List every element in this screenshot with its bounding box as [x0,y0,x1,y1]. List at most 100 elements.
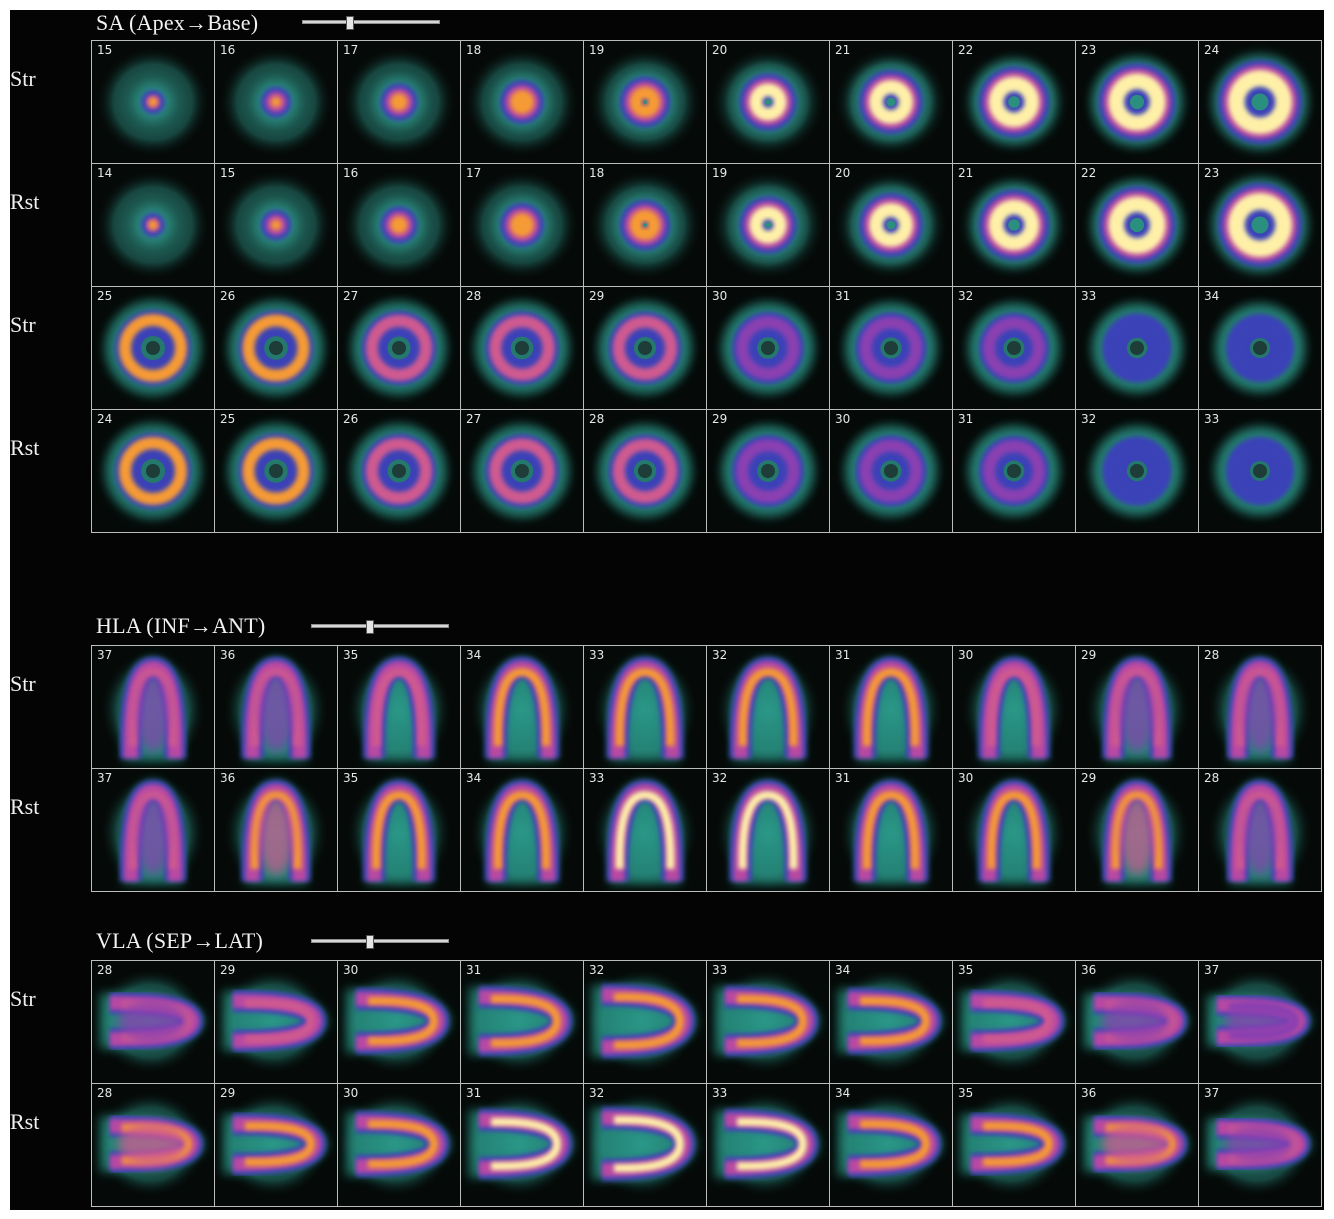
perfusion-image [97,48,209,156]
slice-slider[interactable] [311,935,449,949]
slice-image[interactable]: 32 [707,646,830,769]
slice-image[interactable]: 15 [92,41,215,164]
slice-image[interactable]: 34 [830,1084,953,1207]
slice-image[interactable]: 26 [215,287,338,410]
slice-image[interactable]: 30 [338,1084,461,1207]
slice-image[interactable]: 32 [707,769,830,892]
slice-image[interactable]: 21 [953,164,1076,287]
slice-image[interactable]: 35 [338,769,461,892]
slider-track[interactable] [302,20,440,24]
slice-image[interactable]: 20 [707,41,830,164]
slice-image[interactable]: 21 [830,41,953,164]
slice-image[interactable]: 36 [215,646,338,769]
slider-track[interactable] [311,939,449,943]
slice-image[interactable]: 34 [1199,287,1322,410]
slice-image[interactable]: 31 [461,961,584,1084]
slice-number: 34 [466,648,482,662]
slice-image[interactable]: 35 [953,1084,1076,1207]
slice-image[interactable]: 29 [584,287,707,410]
perfusion-image [716,775,820,891]
slice-image[interactable]: 30 [707,287,830,410]
slider-track[interactable] [311,624,449,628]
slice-image[interactable]: 30 [830,410,953,533]
slice-image[interactable]: 25 [215,410,338,533]
slice-image[interactable]: 20 [830,164,953,287]
slice-slider[interactable] [302,16,440,30]
slice-image[interactable]: 18 [461,41,584,164]
slice-image[interactable]: 31 [830,769,953,892]
perfusion-image [340,969,452,1073]
slice-image[interactable]: 16 [338,164,461,287]
slice-image[interactable]: 22 [953,41,1076,164]
slice-image[interactable]: 16 [215,41,338,164]
slice-image[interactable]: 33 [707,961,830,1084]
slice-image[interactable]: 34 [461,646,584,769]
slice-image[interactable]: 37 [92,646,215,769]
slice-image[interactable]: 18 [584,164,707,287]
perfusion-image [101,775,205,891]
slice-image[interactable]: 28 [584,410,707,533]
slice-image[interactable]: 33 [1199,410,1322,533]
slice-image[interactable]: 32 [584,1084,707,1207]
slice-slider[interactable] [311,620,449,634]
slice-image[interactable]: 27 [338,287,461,410]
slice-image[interactable]: 28 [92,1084,215,1207]
slice-image[interactable]: 29 [1076,646,1199,769]
slice-image[interactable]: 28 [461,287,584,410]
slice-number: 28 [466,289,482,303]
perfusion-image [220,48,332,156]
slice-image[interactable]: 30 [953,646,1076,769]
slice-number: 23 [1081,43,1097,57]
slice-image[interactable]: 31 [830,646,953,769]
slice-image[interactable]: 17 [461,164,584,287]
slice-image[interactable]: 33 [1076,287,1199,410]
slice-image[interactable]: 23 [1076,41,1199,164]
slice-image[interactable]: 29 [707,410,830,533]
slice-image[interactable]: 14 [92,164,215,287]
slice-image[interactable]: 31 [830,287,953,410]
slice-image[interactable]: 23 [1199,164,1322,287]
slice-image[interactable]: 35 [953,961,1076,1084]
slice-image[interactable]: 32 [1076,410,1199,533]
slice-image[interactable]: 33 [584,646,707,769]
row-label: Str [10,66,36,91]
slice-image[interactable]: 31 [953,410,1076,533]
slice-image[interactable]: 31 [461,1084,584,1207]
slice-image[interactable]: 24 [1199,41,1322,164]
perfusion-image [1081,171,1193,279]
slice-image[interactable]: 37 [92,769,215,892]
slider-thumb-icon[interactable] [366,620,374,634]
slice-image[interactable]: 26 [338,410,461,533]
slice-image[interactable]: 29 [215,1084,338,1207]
slice-image[interactable]: 34 [830,961,953,1084]
slice-image[interactable]: 27 [461,410,584,533]
slice-image[interactable]: 30 [953,769,1076,892]
slice-image[interactable]: 35 [338,646,461,769]
slice-image[interactable]: 19 [707,164,830,287]
slice-image[interactable]: 15 [215,164,338,287]
slice-image[interactable]: 34 [461,769,584,892]
slice-image[interactable]: 33 [584,769,707,892]
slice-image[interactable]: 19 [584,41,707,164]
slice-image[interactable]: 17 [338,41,461,164]
slice-image[interactable]: 37 [1199,961,1322,1084]
slice-image[interactable]: 29 [1076,769,1199,892]
slice-image[interactable]: 28 [1199,646,1322,769]
slice-image[interactable]: 22 [1076,164,1199,287]
slice-image[interactable]: 32 [584,961,707,1084]
slice-image[interactable]: 37 [1199,1084,1322,1207]
slice-image[interactable]: 36 [1076,1084,1199,1207]
slice-image[interactable]: 30 [338,961,461,1084]
slice-image[interactable]: 36 [215,769,338,892]
perfusion-image [593,652,697,768]
slice-image[interactable]: 28 [92,961,215,1084]
slice-image[interactable]: 24 [92,410,215,533]
slice-image[interactable]: 33 [707,1084,830,1207]
slice-image[interactable]: 29 [215,961,338,1084]
slice-image[interactable]: 25 [92,287,215,410]
slice-image[interactable]: 32 [953,287,1076,410]
slider-thumb-icon[interactable] [366,935,374,949]
slice-image[interactable]: 36 [1076,961,1199,1084]
slice-image[interactable]: 28 [1199,769,1322,892]
slider-thumb-icon[interactable] [346,16,354,30]
